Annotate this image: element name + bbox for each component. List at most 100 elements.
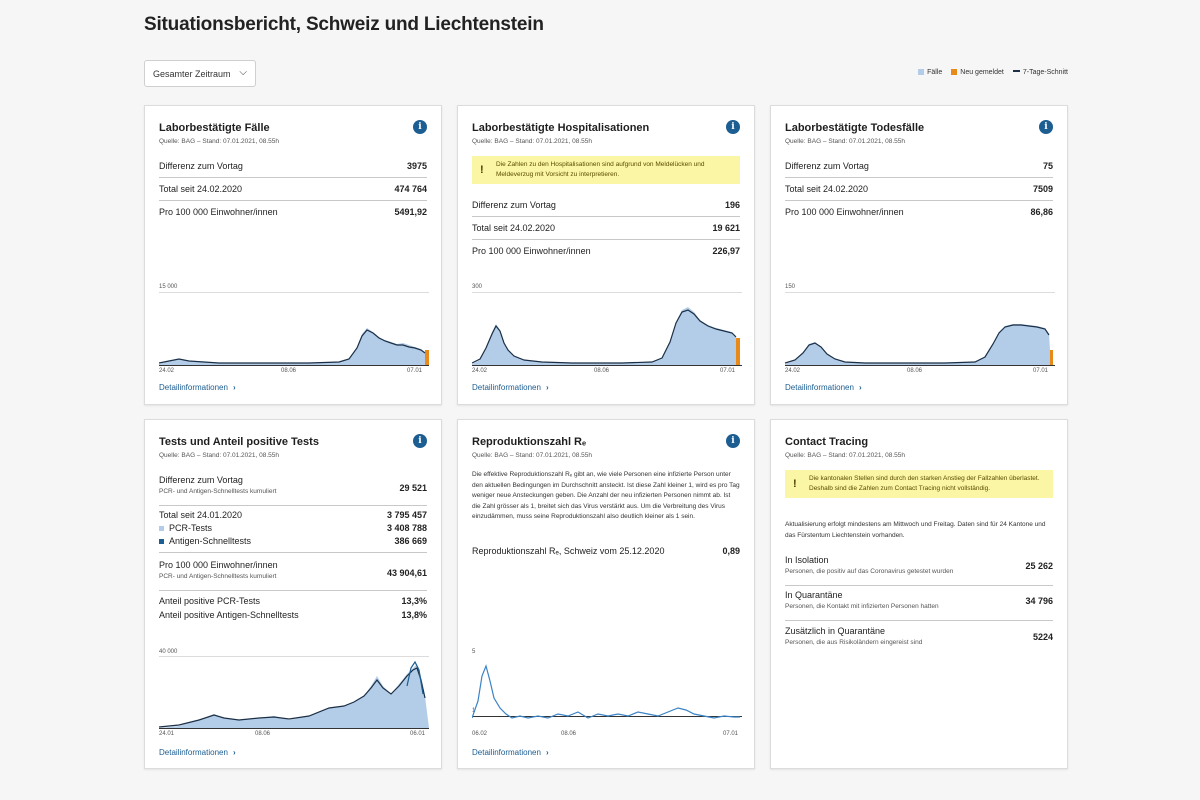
card-source: Quelle: BAG – Stand: 07.01.2021, 08.55h [159,138,279,145]
x-tick-label: 07.01 [1033,368,1049,374]
detail-link[interactable]: Detailinformationen › [159,383,236,392]
legend-item-new: Neu gemeldet [951,69,1004,76]
cases-chart [159,292,429,366]
x-tick-label: 06.01 [410,731,426,737]
stat-row: Differenz zum Vortag 196 [472,200,740,217]
pcr-swatch [159,526,164,531]
chart-legend: Fälle Neu gemeldet 7-Tage-Schnitt [918,69,1068,76]
re-description: Die effektive Reproduktionszahl Rₑ gibt … [472,471,740,520]
avg-line [159,329,426,364]
new-reported-bar [736,338,740,365]
stat-row: Anteil positive Antigen-Schnelltests 13,8… [159,610,427,620]
stat-row-total: Total seit 24.01.2020 3 795 457 PCR-Tests… [159,510,427,553]
tests-chart [159,656,429,729]
x-tick-label: 07.01 [723,731,739,737]
x-tick-label: 08.06 [594,368,610,374]
page-title: Situationsbericht, Schweiz und Liechtens… [144,14,544,35]
chevron-right-icon: › [232,748,236,757]
card-source: Quelle: BAG – Stand: 07.01.2021, 08.55h [159,452,279,459]
card-title: Contact Tracing [785,436,869,448]
re-chart [472,664,742,719]
card-reproduction: Reproduktionszahl Rₑ Quelle: BAG – Stand… [457,419,755,769]
info-icon[interactable]: i [413,434,427,448]
antigen-line [406,660,424,695]
stat-row: Differenz zum Vortag 3975 [159,161,427,178]
avg-line [159,667,426,728]
card-title: Laborbestätigte Fälle [159,122,270,134]
y-tick-label: 40 000 [159,649,178,655]
deaths-chart [785,292,1055,366]
chevron-right-icon: › [545,748,549,757]
warning-box: ! Die Zahlen zu den Hospitalisationen sin… [472,156,740,184]
stat-row: Pro 100 000 Einwohner/innen 226,97 [472,246,740,256]
card-title: Laborbestätigte Todesfälle [785,122,925,134]
chevron-right-icon: › [232,383,236,392]
chevron-right-icon: › [858,383,862,392]
avg-line [472,309,737,364]
x-tick-label: 06.02 [472,731,488,737]
chevron-down-icon: ⌵ [239,67,247,78]
card-title: Laborbestätigte Hospitalisationen [472,122,650,134]
x-tick-label: 08.06 [561,731,577,737]
avg-line [785,324,1050,364]
card-tests: Tests und Anteil positive Tests Quelle: … [144,419,442,769]
card-cases: Laborbestätigte Fälle Quelle: BAG – Stan… [144,105,442,405]
warning-icon: ! [480,164,484,176]
legend-item-avg: 7-Tage-Schnitt [1012,69,1068,76]
legend-swatch-cases [918,69,925,75]
card-source: Quelle: BAG – Stand: 07.01.2021, 08.55h [472,452,592,459]
re-value-row: Reproduktionszahl Rₑ, Schweiz vom 25.12.… [472,546,740,556]
card-source: Quelle: BAG – Stand: 07.01.2021, 08.55h [785,452,905,459]
chevron-right-icon: › [545,383,549,392]
detail-link[interactable]: Detailinformationen › [785,383,862,392]
new-reported-bar [425,350,429,365]
info-icon[interactable]: i [413,120,427,134]
legend-item-cases: Fälle [918,69,942,76]
x-tick-label: 08.06 [255,731,271,737]
update-note: Aktualisierung erfolgt mindestens am Mit… [785,521,1046,539]
card-source: Quelle: BAG – Stand: 07.01.2021, 08.55h [785,138,905,145]
card-hospitalisations: Laborbestätigte Hospitalisationen Quelle… [457,105,755,405]
new-reported-bar [1050,350,1053,365]
stat-row: Pro 100 000 Einwohner/innen 86,86 [785,207,1053,217]
stat-row: Total seit 24.02.2020 474 764 [159,184,427,201]
warning-icon: ! [793,478,797,490]
stat-row: Differenz zum Vortag 75 [785,161,1053,178]
y-tick-label: 5 [472,649,476,655]
time-range-select[interactable]: Gesamter Zeitraum ⌵ [144,60,256,87]
pcr-area [159,664,429,728]
stat-row: In Quarantäne Personen, die Kontakt mit i… [785,590,1053,621]
x-tick-label: 24.02 [785,368,801,374]
stat-row: Total seit 24.02.2020 19 621 [472,223,740,240]
card-title: Tests und Anteil positive Tests [159,436,319,448]
antigen-swatch [159,539,164,544]
x-tick-label: 24.02 [159,368,175,374]
time-range-value: Gesamter Zeitraum [153,69,231,79]
stat-row: Pro 100 000 Einwohner/innen PCR- und Anti… [159,560,427,591]
info-icon[interactable]: i [1039,120,1053,134]
detail-link[interactable]: Detailinformationen › [159,748,236,757]
x-tick-label: 24.02 [472,368,488,374]
hosp-chart [472,292,742,366]
stat-row: Anteil positive PCR-Tests 13,3% [159,596,427,606]
card-contact-tracing: Contact Tracing Quelle: BAG – Stand: 07.… [770,419,1068,769]
detail-link[interactable]: Detailinformationen › [472,383,549,392]
card-source: Quelle: BAG – Stand: 07.01.2021, 08.55h [472,138,592,145]
y-tick-label: 300 [472,284,483,290]
detail-link[interactable]: Detailinformationen › [472,748,549,757]
x-tick-label: 08.06 [281,368,297,374]
hosp-area [472,307,738,365]
warning-box: ! Die kantonalen Stellen sind durch den s… [785,470,1053,498]
legend-swatch-avg [1012,70,1020,72]
cases-area [159,328,427,365]
y-tick-label: 1 [472,708,476,714]
x-tick-label: 07.01 [407,368,423,374]
info-icon[interactable]: i [726,120,740,134]
stat-row: Total seit 24.02.2020 7509 [785,184,1053,201]
stat-row: Zusätzlich in Quarantäne Personen, die au… [785,626,1053,646]
card-title: Reproduktionszahl Rₑ [472,436,587,448]
card-deaths: Laborbestätigte Todesfälle Quelle: BAG –… [770,105,1068,405]
stat-row: Pro 100 000 Einwohner/innen 5491,92 [159,207,427,217]
deaths-area [785,324,1051,365]
info-icon[interactable]: i [726,434,740,448]
